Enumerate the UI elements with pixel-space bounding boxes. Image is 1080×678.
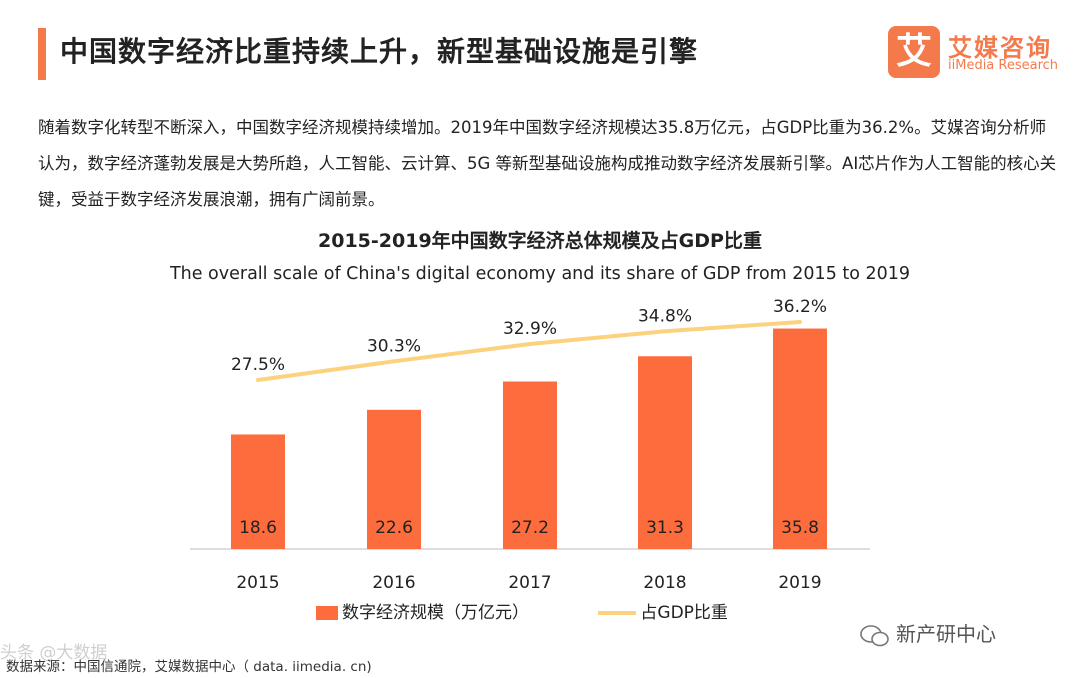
title-accent-bar [38, 28, 46, 80]
logo-chinese-text: 艾媒咨询 [948, 34, 1052, 62]
logo-mark: 艾 [888, 26, 940, 78]
watermark-right: 新产研中心 [860, 618, 996, 647]
legend-line-swatch [598, 611, 637, 615]
bar-2016 [367, 409, 421, 549]
bar-2015 [231, 434, 285, 549]
x-tick-label: 2018 [643, 573, 686, 593]
iimedia-logo: 艾 艾媒咨询 iiMedia Research [888, 26, 1063, 80]
line-value-label: 34.8% [638, 306, 692, 326]
line-value-label: 27.5% [231, 355, 285, 375]
legend-item-line: 占GDP比重 [598, 598, 728, 623]
line-value-label: 36.2% [773, 297, 827, 317]
line-value-label: 30.3% [367, 336, 421, 356]
x-tick-label: 2017 [508, 573, 551, 593]
bar-value-label: 18.6 [239, 518, 277, 538]
logo-english-text: iiMedia Research [948, 58, 1059, 73]
watermark-left: 头条 @大数据 [0, 643, 108, 663]
line-value-label: 32.9% [503, 319, 557, 339]
x-tick-label: 2019 [778, 573, 821, 593]
legend-line-label: 占GDP比重 [640, 603, 728, 623]
gdp-share-line [256, 320, 802, 382]
legend-bar-swatch [316, 606, 338, 620]
watermark-right-text: 新产研中心 [896, 622, 996, 646]
bar-value-label: 31.3 [646, 518, 684, 538]
legend-bar-label: 数字经济规模（万亿元） [342, 603, 529, 623]
bar-2018 [638, 356, 692, 549]
bar-2019 [773, 328, 827, 549]
bar-value-label: 27.2 [511, 518, 549, 538]
data-source: 数据来源：中国信通院，艾媒数据中心（ data. iimedia. cn) [6, 659, 372, 675]
bar-value-label: 22.6 [375, 518, 413, 538]
page-title: 中国数字经济比重持续上升，新型基础设施是引擎 [60, 35, 699, 68]
intro-paragraph: 随着数字化转型不断深入，中国数字经济规模持续增加。2019年中国数字经济规模达3… [38, 118, 1057, 209]
x-tick-label: 2016 [372, 573, 415, 593]
chart-legend: 数字经济规模（万亿元） 占GDP比重 [316, 598, 728, 623]
bar-value-label: 35.8 [781, 518, 819, 538]
chart-title: 2015-2019年中国数字经济总体规模及占GDP比重 [318, 230, 762, 252]
bar-2017 [503, 381, 557, 549]
legend-item-bar: 数字经济规模（万亿元） [316, 598, 529, 623]
chart-subtitle: The overall scale of China's digital eco… [169, 264, 911, 284]
wechat-icon [860, 624, 889, 646]
x-tick-label: 2015 [236, 573, 279, 593]
